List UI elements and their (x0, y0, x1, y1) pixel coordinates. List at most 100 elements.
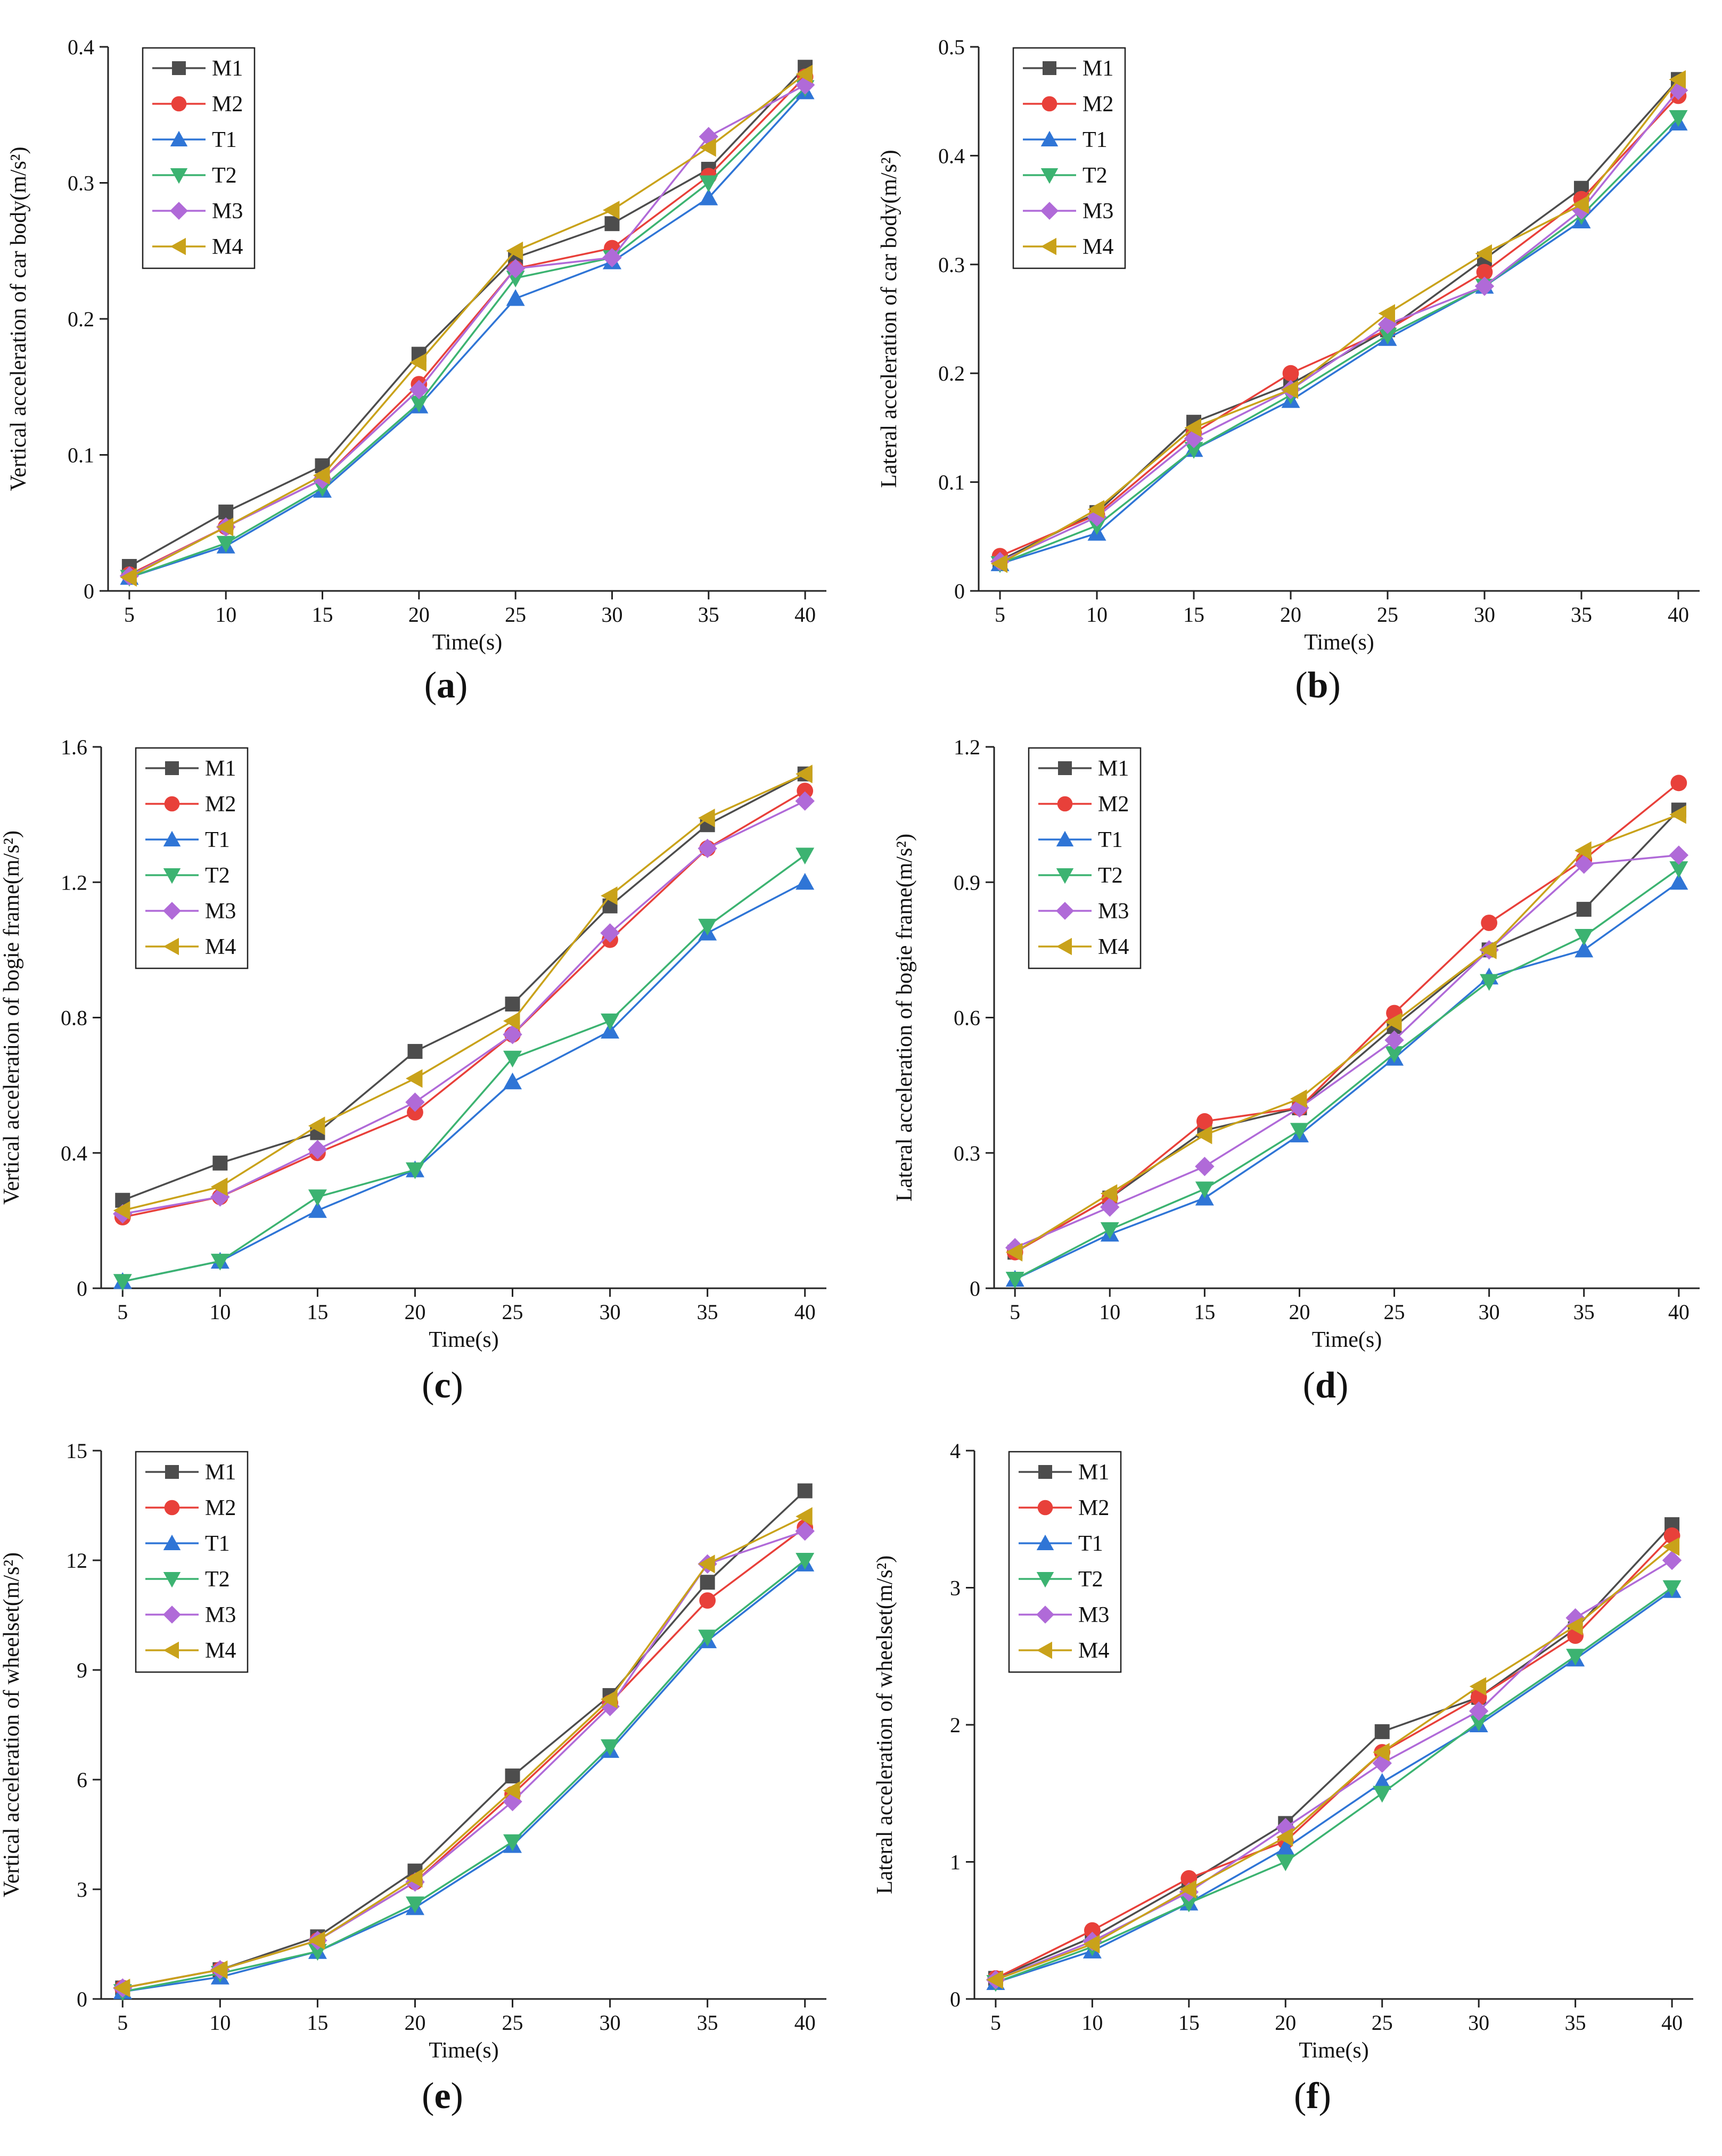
x-axis-title: Time(s) (1312, 1328, 1382, 1352)
y-tick-label: 0.3 (938, 253, 965, 277)
legend-marker-T1 (1056, 830, 1074, 846)
data-point-M4 (1480, 940, 1497, 959)
y-tick-label: 0.4 (68, 35, 94, 59)
x-tick-label: 20 (404, 1300, 425, 1324)
legend-box (135, 1451, 249, 1673)
data-point-M1 (212, 1155, 228, 1171)
y-axis-title: Lateral acceleration of car body(m/s²) (877, 150, 901, 488)
data-point-M4 (796, 1507, 813, 1526)
data-point-M4 (698, 808, 715, 827)
x-tick-label: 40 (794, 603, 816, 627)
data-point-M1 (505, 1768, 520, 1784)
data-point-M4 (602, 201, 620, 220)
data-point-M2 (797, 783, 814, 800)
y-tick-label: 0.4 (61, 1141, 87, 1165)
series-line-T1 (122, 1563, 806, 1993)
legend-marker-T1 (1040, 130, 1059, 146)
legend-marker-M1 (1038, 1465, 1052, 1479)
y-tick-label: 1.6 (61, 735, 87, 759)
data-point-T2 (796, 847, 815, 865)
data-point-M4 (113, 1201, 130, 1220)
data-point-M4 (210, 1960, 228, 1979)
data-point-M4 (210, 1177, 228, 1196)
data-point-M4 (1469, 1677, 1487, 1696)
data-point-M2 (1282, 365, 1299, 382)
panel-label-b: (b) (1295, 665, 1341, 706)
legend-label-T1: T1 (212, 128, 237, 152)
data-point-T2 (796, 1553, 815, 1570)
data-point-T2 (1662, 1580, 1682, 1597)
data-point-T2 (113, 1274, 132, 1291)
data-point-M4 (698, 1554, 715, 1574)
data-point-M2 (1481, 915, 1498, 931)
legend-marker-T1 (1036, 1534, 1054, 1550)
legend-label-M1: M1 (1078, 1460, 1109, 1485)
legend-marker-M2 (164, 796, 180, 812)
legend-label-T2: T2 (1078, 1567, 1103, 1592)
data-point-M2 (1084, 1922, 1101, 1939)
y-tick-label: 9 (77, 1658, 87, 1682)
data-point-M4 (308, 1116, 325, 1135)
x-tick-label: 15 (312, 603, 333, 627)
panel-label-f: (f) (1294, 2076, 1331, 2117)
data-point-T2 (1480, 974, 1499, 991)
data-point-M2 (1476, 264, 1493, 281)
x-tick-label: 35 (697, 2011, 718, 2035)
y-axis-title: Lateral acceleration of bogie frame(m/s²… (892, 834, 917, 1202)
data-point-M2 (699, 1592, 716, 1609)
data-point-M4 (1083, 1935, 1100, 1954)
legend-marker-T2 (1040, 168, 1059, 184)
x-axis-title: Time(s) (1304, 630, 1374, 655)
y-axis-title: Vertical acceleration of car body(m/s²) (6, 147, 31, 491)
y-tick-label: 0 (970, 1277, 980, 1301)
data-point-T2 (601, 1013, 620, 1031)
legend-marker-M2 (171, 96, 187, 112)
x-tick-label: 10 (1086, 603, 1108, 627)
legend-marker-M4 (1040, 237, 1056, 256)
y-tick-label: 1.2 (954, 735, 980, 759)
series-line-M4 (1014, 813, 1679, 1253)
data-point-T2 (308, 1189, 327, 1206)
series-line-T2 (122, 1559, 806, 1993)
y-tick-label: 12 (66, 1549, 87, 1573)
data-point-M4 (796, 764, 813, 784)
data-point-M4 (405, 1869, 423, 1888)
data-point-M4 (1281, 380, 1299, 399)
data-point-T1 (308, 1201, 327, 1218)
data-point-M3 (1469, 1701, 1489, 1721)
data-point-T2 (1469, 1714, 1488, 1732)
x-tick-label: 35 (697, 1300, 718, 1324)
legend-label-T2: T2 (205, 1567, 230, 1592)
data-point-M4 (216, 517, 234, 537)
x-tick-label: 40 (794, 2011, 816, 2035)
y-tick-label: 0 (77, 1277, 87, 1301)
data-point-M4 (1005, 1242, 1023, 1262)
legend-marker-M4 (1056, 937, 1072, 956)
data-point-M3 (1184, 429, 1204, 449)
x-axis-title: Time(s) (429, 2038, 498, 2063)
data-point-M3 (1377, 315, 1398, 334)
data-point-M4 (308, 1931, 325, 1950)
data-point-M4 (990, 554, 1008, 573)
legend-label-M2: M2 (212, 92, 243, 117)
x-tick-label: 20 (1275, 2011, 1296, 2035)
data-point-M3 (1571, 200, 1592, 220)
x-tick-label: 20 (1289, 1300, 1310, 1324)
series-line-M3 (999, 89, 1679, 563)
legend-box (1012, 47, 1126, 269)
legend-label-T2: T2 (1083, 163, 1108, 188)
y-tick-label: 2 (950, 1713, 961, 1737)
x-axis-title: Time(s) (1299, 2038, 1368, 2063)
x-tick-label: 20 (1280, 603, 1301, 627)
x-tick-label: 35 (1571, 603, 1592, 627)
data-point-M3 (795, 791, 815, 811)
data-point-M3 (1574, 854, 1594, 874)
legend-label-M2: M2 (1083, 92, 1113, 117)
y-tick-label: 0.4 (938, 144, 965, 168)
legend-label-M2: M2 (205, 792, 236, 817)
x-tick-label: 5 (995, 603, 1005, 627)
x-tick-label: 30 (1468, 2011, 1489, 2035)
legend-label-M3: M3 (1083, 199, 1113, 224)
y-tick-label: 0 (77, 1987, 87, 2011)
x-tick-label: 5 (1010, 1300, 1020, 1324)
